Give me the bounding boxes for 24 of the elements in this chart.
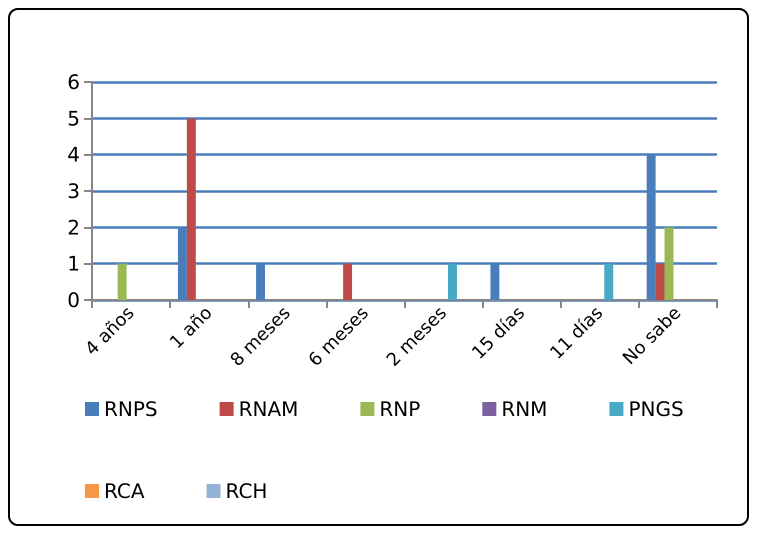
- y-tick-label: 1: [67, 252, 80, 276]
- x-tick-label: 11 días: [546, 302, 608, 364]
- legend-label: RNP: [379, 397, 420, 421]
- legend-label: RNPS: [104, 397, 158, 421]
- legend-label: RCH: [226, 479, 268, 503]
- y-tick-label: 3: [67, 179, 80, 203]
- legend-label: PNGS: [628, 397, 684, 421]
- y-tick-label: 6: [67, 70, 80, 94]
- y-tick-label: 5: [67, 106, 80, 130]
- x-tick-label: 1 año: [166, 302, 217, 354]
- x-tick-label: 15 días: [468, 302, 530, 364]
- bar: [664, 227, 674, 300]
- y-tick-label: 2: [67, 215, 80, 240]
- legend-label: RCA: [104, 479, 145, 503]
- legend-label: RNAM: [238, 397, 298, 421]
- bar: [118, 264, 127, 300]
- bar: [343, 264, 352, 300]
- bar: [656, 264, 665, 300]
- y-tick-label: 0: [67, 288, 80, 312]
- bar: [186, 118, 196, 300]
- y-tick-label: 4: [67, 142, 80, 167]
- bar: [448, 264, 457, 300]
- legend-label: RNM: [501, 397, 548, 421]
- bar: [604, 264, 614, 300]
